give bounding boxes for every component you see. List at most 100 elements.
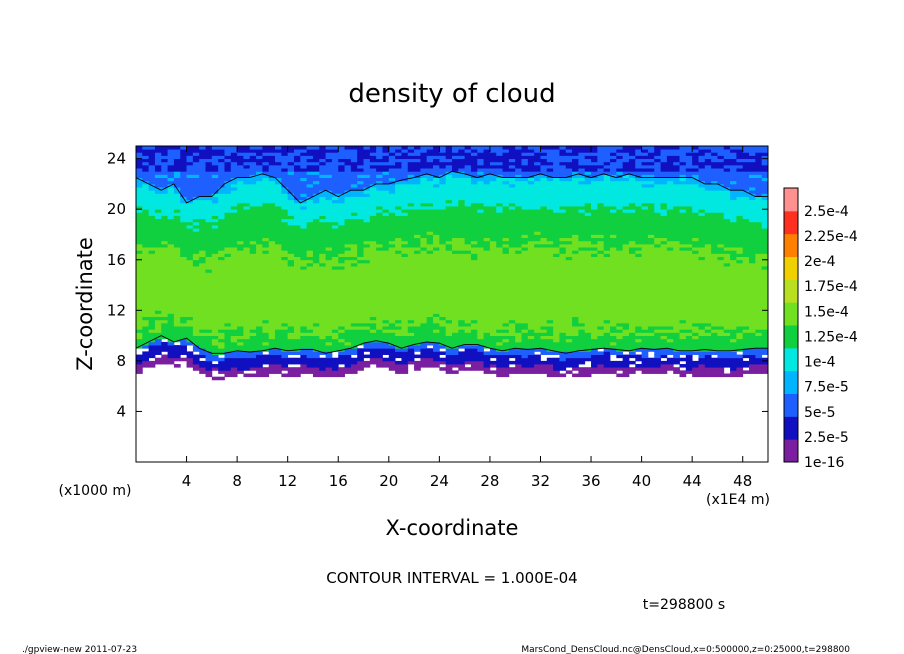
density-cell xyxy=(173,310,181,314)
density-cell xyxy=(363,326,371,330)
density-cell xyxy=(502,272,510,276)
density-cell xyxy=(527,206,535,210)
density-cell xyxy=(376,266,383,270)
density-cell xyxy=(281,164,289,169)
density-cell xyxy=(407,221,415,226)
density-cell xyxy=(325,288,333,292)
density-cell xyxy=(312,256,320,261)
density-cell xyxy=(414,212,421,216)
density-cell xyxy=(382,256,390,261)
density-cell xyxy=(142,307,150,311)
density-cell xyxy=(376,329,383,333)
density-cell xyxy=(224,269,232,273)
density-cell xyxy=(180,158,187,163)
density-cell xyxy=(559,266,567,270)
density-cell xyxy=(256,247,263,251)
density-cell xyxy=(452,199,459,204)
density-cell xyxy=(445,225,453,229)
density-cell xyxy=(483,294,491,299)
density-cell xyxy=(325,269,333,273)
density-cell xyxy=(136,221,143,226)
density-cell xyxy=(470,326,478,330)
density-cell xyxy=(230,304,238,308)
density-cell xyxy=(433,285,440,289)
density-cell xyxy=(395,291,402,295)
density-cell xyxy=(268,364,276,368)
density-cell xyxy=(186,297,194,302)
density-cell xyxy=(458,300,466,305)
density-cell xyxy=(376,360,383,365)
density-cell xyxy=(521,215,529,220)
density-cell xyxy=(527,297,535,302)
density-cell xyxy=(559,297,567,302)
density-cell xyxy=(395,152,402,156)
density-cell xyxy=(205,370,213,374)
density-cell xyxy=(407,247,415,251)
density-cell xyxy=(167,250,175,254)
density-cell xyxy=(395,329,402,333)
density-cell xyxy=(148,177,156,182)
density-cell xyxy=(382,338,390,343)
density-cell xyxy=(331,206,339,210)
density-cell xyxy=(426,183,434,188)
density-cell xyxy=(344,266,352,270)
density-cell xyxy=(477,215,484,220)
density-cell xyxy=(344,225,352,229)
density-cell xyxy=(224,259,232,264)
density-cell xyxy=(256,243,263,248)
density-cell xyxy=(344,221,352,226)
density-cell xyxy=(395,266,402,270)
density-cell xyxy=(192,164,200,169)
density-cell xyxy=(237,329,244,333)
density-cell xyxy=(262,307,270,311)
density-cell xyxy=(420,345,428,349)
density-cell xyxy=(445,307,453,311)
density-cell xyxy=(211,269,219,273)
density-cell xyxy=(294,253,301,257)
density-cell xyxy=(325,240,333,245)
density-cell xyxy=(211,193,219,197)
density-cell xyxy=(154,266,162,270)
density-cell xyxy=(458,357,466,362)
density-cell xyxy=(407,259,415,264)
density-cell xyxy=(357,234,364,239)
density-cell xyxy=(249,322,257,327)
density-cell xyxy=(325,291,333,295)
density-cell xyxy=(433,335,440,340)
density-cell xyxy=(546,215,554,220)
density-cell xyxy=(338,297,345,302)
density-cell xyxy=(470,243,478,248)
density-cell xyxy=(199,297,206,302)
density-cell xyxy=(496,297,503,302)
density-cell xyxy=(452,149,459,153)
density-cell xyxy=(306,228,314,232)
density-cell xyxy=(496,345,503,349)
density-cell xyxy=(395,199,402,204)
density-cell xyxy=(287,177,295,182)
density-cell xyxy=(148,354,156,359)
density-cell xyxy=(521,288,529,292)
density-cell xyxy=(350,253,358,257)
density-cell xyxy=(502,168,510,172)
density-cell xyxy=(388,228,396,232)
density-cell xyxy=(502,243,510,248)
density-cell xyxy=(534,300,541,305)
density-cell xyxy=(496,152,503,156)
density-cell xyxy=(508,168,516,172)
density-cell xyxy=(205,294,213,299)
density-cell xyxy=(142,310,150,314)
density-cell xyxy=(483,341,491,346)
density-cell xyxy=(414,199,421,204)
density-cell xyxy=(224,177,232,182)
density-cell xyxy=(287,218,295,223)
density-cell xyxy=(464,304,472,308)
density-cell xyxy=(224,183,232,188)
density-cell xyxy=(376,199,383,204)
density-cell xyxy=(186,341,194,346)
density-cell xyxy=(161,253,168,257)
density-cell xyxy=(173,304,181,308)
density-cell xyxy=(205,367,213,371)
density-cell xyxy=(452,168,459,172)
density-cell xyxy=(426,364,434,368)
density-cell xyxy=(572,206,579,210)
